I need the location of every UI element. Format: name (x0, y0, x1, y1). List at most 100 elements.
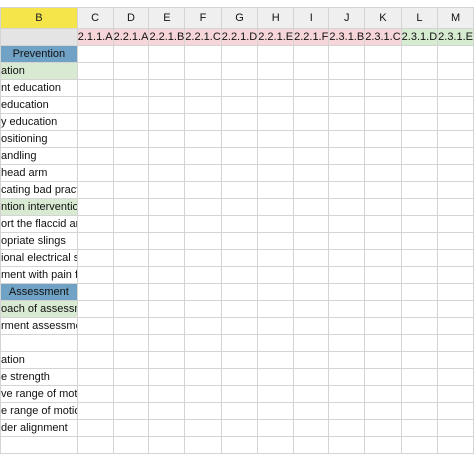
grid-cell[interactable] (184, 45, 222, 63)
grid-cell[interactable] (112, 198, 150, 216)
grid-cell[interactable] (184, 334, 222, 352)
grid-cell[interactable] (400, 317, 439, 335)
item-label-cell[interactable]: rment assessment (0, 317, 78, 335)
grid-cell[interactable] (293, 317, 330, 335)
grid-cell[interactable] (437, 300, 474, 318)
grid-cell[interactable] (364, 45, 402, 63)
grid-cell[interactable] (220, 62, 259, 80)
grid-cell[interactable] (112, 300, 150, 318)
grid-cell[interactable] (364, 419, 402, 437)
grid-cell[interactable] (220, 436, 259, 454)
grid-cell[interactable] (437, 215, 474, 233)
grid-cell[interactable] (257, 368, 295, 386)
grid-cell[interactable] (437, 419, 474, 437)
code-cell[interactable]: 2.1.1.A (76, 28, 114, 46)
grid-cell[interactable] (184, 130, 222, 148)
grid-cell[interactable] (184, 283, 222, 301)
grid-cell[interactable] (293, 283, 330, 301)
grid-cell[interactable] (364, 351, 402, 369)
grid-cell[interactable] (220, 181, 259, 199)
grid-cell[interactable] (437, 436, 474, 454)
item-label-cell[interactable]: cating bad practice (0, 181, 78, 199)
grid-cell[interactable] (220, 79, 259, 97)
grid-cell[interactable] (293, 300, 330, 318)
code-cell[interactable]: 2.2.1.C (184, 28, 222, 46)
grid-cell[interactable] (293, 249, 330, 267)
grid-cell[interactable] (148, 147, 186, 165)
grid-cell[interactable] (328, 419, 366, 437)
column-header-b[interactable]: B (0, 7, 78, 29)
grid-cell[interactable] (328, 266, 366, 284)
grid-cell[interactable] (148, 215, 186, 233)
grid-cell[interactable] (293, 402, 330, 420)
grid-cell[interactable] (148, 181, 186, 199)
grid-cell[interactable] (328, 130, 366, 148)
grid-cell[interactable] (364, 385, 402, 403)
grid-cell[interactable] (112, 351, 150, 369)
grid-cell[interactable] (184, 198, 222, 216)
grid-cell[interactable] (400, 419, 439, 437)
grid-cell[interactable] (437, 317, 474, 335)
grid-cell[interactable] (112, 249, 150, 267)
grid-cell[interactable] (400, 62, 439, 80)
column-header-k[interactable]: K (364, 7, 402, 29)
grid-cell[interactable] (328, 334, 366, 352)
grid-cell[interactable] (148, 436, 186, 454)
grid-cell[interactable] (257, 96, 295, 114)
grid-cell[interactable] (76, 147, 114, 165)
grid-cell[interactable] (112, 419, 150, 437)
grid-cell[interactable] (76, 283, 114, 301)
grid-cell[interactable] (257, 283, 295, 301)
grid-cell[interactable] (112, 368, 150, 386)
grid-cell[interactable] (76, 45, 114, 63)
grid-cell[interactable] (400, 334, 439, 352)
subcategory-cell[interactable]: ation (0, 62, 78, 80)
grid-cell[interactable] (293, 147, 330, 165)
grid-cell[interactable] (76, 181, 114, 199)
item-label-cell[interactable]: ment with pain free limit (0, 266, 78, 284)
column-header-e[interactable]: E (148, 7, 186, 29)
grid-cell[interactable] (112, 334, 150, 352)
grid-cell[interactable] (328, 147, 366, 165)
grid-cell[interactable] (364, 198, 402, 216)
grid-cell[interactable] (220, 232, 259, 250)
grid-cell[interactable] (400, 198, 439, 216)
grid-cell[interactable] (400, 96, 439, 114)
grid-cell[interactable] (112, 79, 150, 97)
grid-cell[interactable] (220, 198, 259, 216)
grid-cell[interactable] (184, 147, 222, 165)
grid-cell[interactable] (220, 249, 259, 267)
grid-cell[interactable] (257, 45, 295, 63)
grid-cell[interactable] (184, 317, 222, 335)
grid-cell[interactable] (184, 266, 222, 284)
grid-cell[interactable] (437, 96, 474, 114)
grid-cell[interactable] (220, 385, 259, 403)
grid-cell[interactable] (257, 351, 295, 369)
grid-cell[interactable] (76, 317, 114, 335)
grid-cell[interactable] (184, 249, 222, 267)
item-label-cell[interactable]: opriate slings (0, 232, 78, 250)
grid-cell[interactable] (220, 419, 259, 437)
grid-cell[interactable] (364, 130, 402, 148)
column-header-c[interactable]: C (76, 7, 114, 29)
grid-cell[interactable] (293, 96, 330, 114)
grid-cell[interactable] (400, 147, 439, 165)
grid-cell[interactable] (220, 164, 259, 182)
grid-cell[interactable] (220, 334, 259, 352)
grid-cell[interactable] (184, 300, 222, 318)
grid-cell[interactable] (437, 62, 474, 80)
category-header-cell[interactable]: Assessment (0, 283, 78, 301)
grid-cell[interactable] (437, 351, 474, 369)
grid-cell[interactable] (364, 62, 402, 80)
grid-cell[interactable] (328, 385, 366, 403)
grid-cell[interactable] (148, 402, 186, 420)
grid-cell[interactable] (400, 402, 439, 420)
grid-cell[interactable] (112, 215, 150, 233)
grid-cell[interactable] (364, 317, 402, 335)
grid-cell[interactable] (257, 232, 295, 250)
grid-cell[interactable] (112, 385, 150, 403)
grid-cell[interactable] (112, 45, 150, 63)
grid-cell[interactable] (76, 130, 114, 148)
grid-cell[interactable] (364, 436, 402, 454)
grid-cell[interactable] (257, 79, 295, 97)
